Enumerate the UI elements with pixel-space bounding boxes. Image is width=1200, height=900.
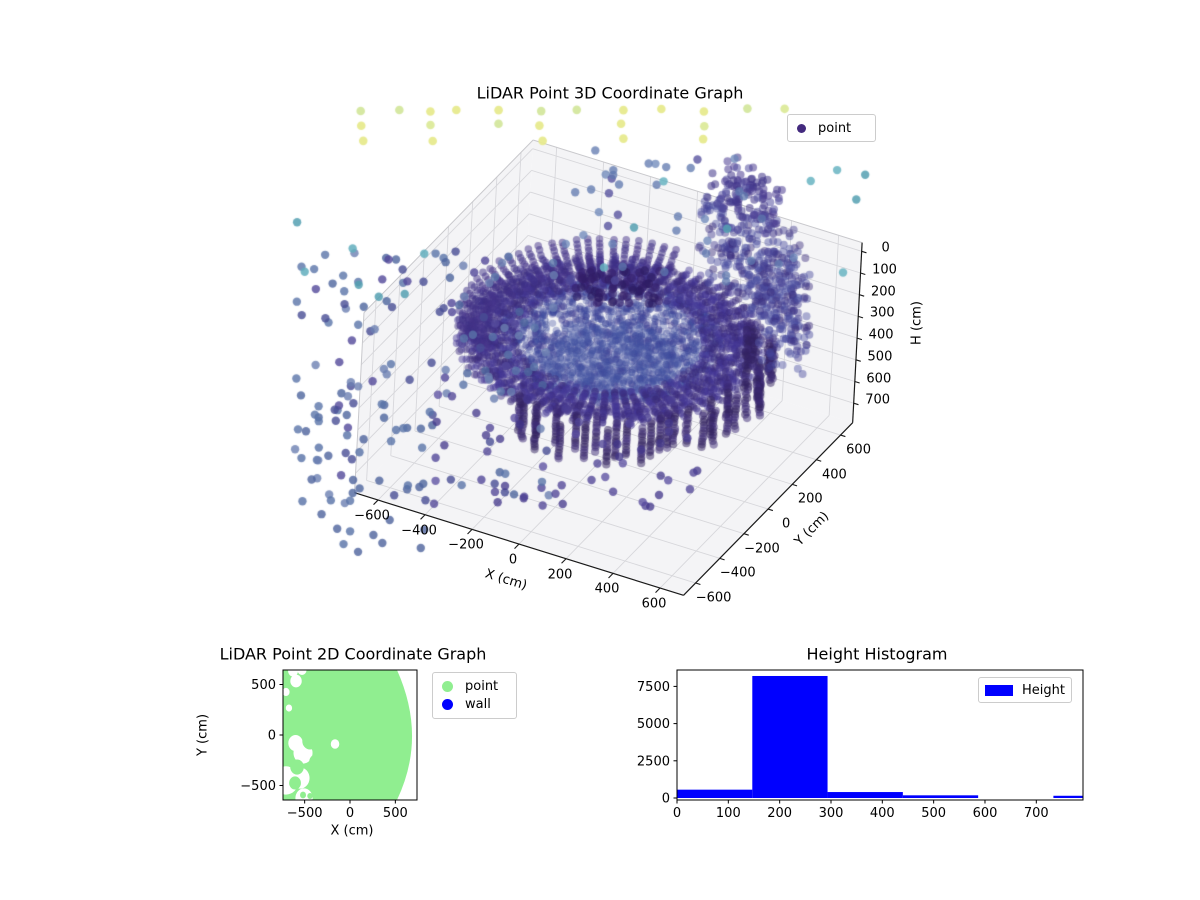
tick-label: 200 [547,567,573,583]
tick-label: −600 [354,508,390,524]
tick-label: −600 [695,590,732,606]
tick-label: 300 [869,305,895,321]
tick-label: 500 [383,806,408,821]
legend-label: point [465,679,499,694]
tick-label: 0 [268,729,276,744]
tick-label: 600 [846,442,871,458]
tick-label: 700 [865,392,891,408]
tick-label: 7500 [637,680,670,695]
plot2d-legend: point wall [432,672,517,719]
height-patch-icon [985,684,1013,696]
legend-row-point: point [797,121,866,136]
tick-label: −500 [240,779,276,794]
tick-label: 100 [872,262,897,278]
blob-cutout [297,670,307,676]
hist-bar [1053,795,1083,798]
tick-label: 0 [662,792,670,807]
tick-label: −400 [401,523,437,539]
hist-bar [677,789,753,798]
tick-label: 500 [251,678,276,693]
plot3d-title: LiDAR Point 3D Coordinate Graph [476,83,744,103]
tick-label: 200 [767,806,792,821]
legend-row-height: Height [985,683,1065,698]
hist-legend: Height [978,677,1072,703]
blob-cutout [285,704,293,712]
tick-label: 200 [797,491,823,507]
hist-bar [752,675,828,798]
legend-label: Height [1022,682,1065,698]
tick-label: 500 [921,806,946,821]
tick-label: 2500 [637,754,670,769]
tick-label: 600 [866,371,892,386]
blob-patch [290,759,304,775]
blob-cutout [283,687,290,697]
tick-label: 300 [819,806,844,821]
tick-label: 0 [508,552,518,568]
tick-label: 600 [973,806,998,821]
legend-label: point [818,120,852,136]
legend-row-wall: wall [442,697,507,712]
blob-patch [317,776,333,794]
tick-label: 400 [821,467,847,483]
plot2d-ylabel: Y (cm) [195,713,211,757]
tick-label: 0 [346,806,354,821]
tick-label: 0 [781,516,791,532]
tick-label: 400 [870,806,895,821]
point-marker-icon [797,123,806,133]
wall-marker-icon [442,699,453,710]
tick-label: 5000 [637,717,670,732]
tick-label: 500 [867,349,893,365]
plot2d-data-group [283,670,413,800]
tick-label: 0 [881,240,890,256]
plot2d-title: LiDAR Point 2D Coordinate Graph [219,644,487,664]
hist-bar [827,792,903,798]
tick-label: −500 [287,806,323,821]
tick-label: −200 [744,541,780,557]
point-marker-icon [442,681,453,692]
hist-bar [902,795,979,798]
tick-label: 600 [641,596,667,612]
blob-cutout [290,674,302,688]
tick-label: −400 [719,565,756,581]
tick-label: 200 [870,284,896,300]
tick-label: −200 [448,537,484,553]
hist-bars-group [677,675,1083,798]
hist-title: Height Histogram [806,644,948,664]
blob-patch [307,792,313,800]
tick-label: 0 [673,806,681,821]
tick-label: 100 [716,806,741,821]
tick-label: 400 [594,581,620,597]
blob-patch [309,754,323,770]
blob-patch [300,791,307,799]
blob-patch [302,732,318,750]
hist-spines [676,669,1084,801]
blob-patch [289,776,301,790]
legend-label: wall [465,697,491,712]
plot2d-xlabel: X (cm) [330,823,374,839]
blob-cutout [330,739,340,749]
plot3d-legend: point [787,114,876,142]
blob-patch [328,790,346,800]
plot3d-zlabel: H (cm) [909,301,925,345]
tick-label: 700 [1024,806,1049,821]
tick-label: 400 [868,327,894,343]
blob-patch [287,721,293,728]
legend-row-point: point [442,679,507,694]
